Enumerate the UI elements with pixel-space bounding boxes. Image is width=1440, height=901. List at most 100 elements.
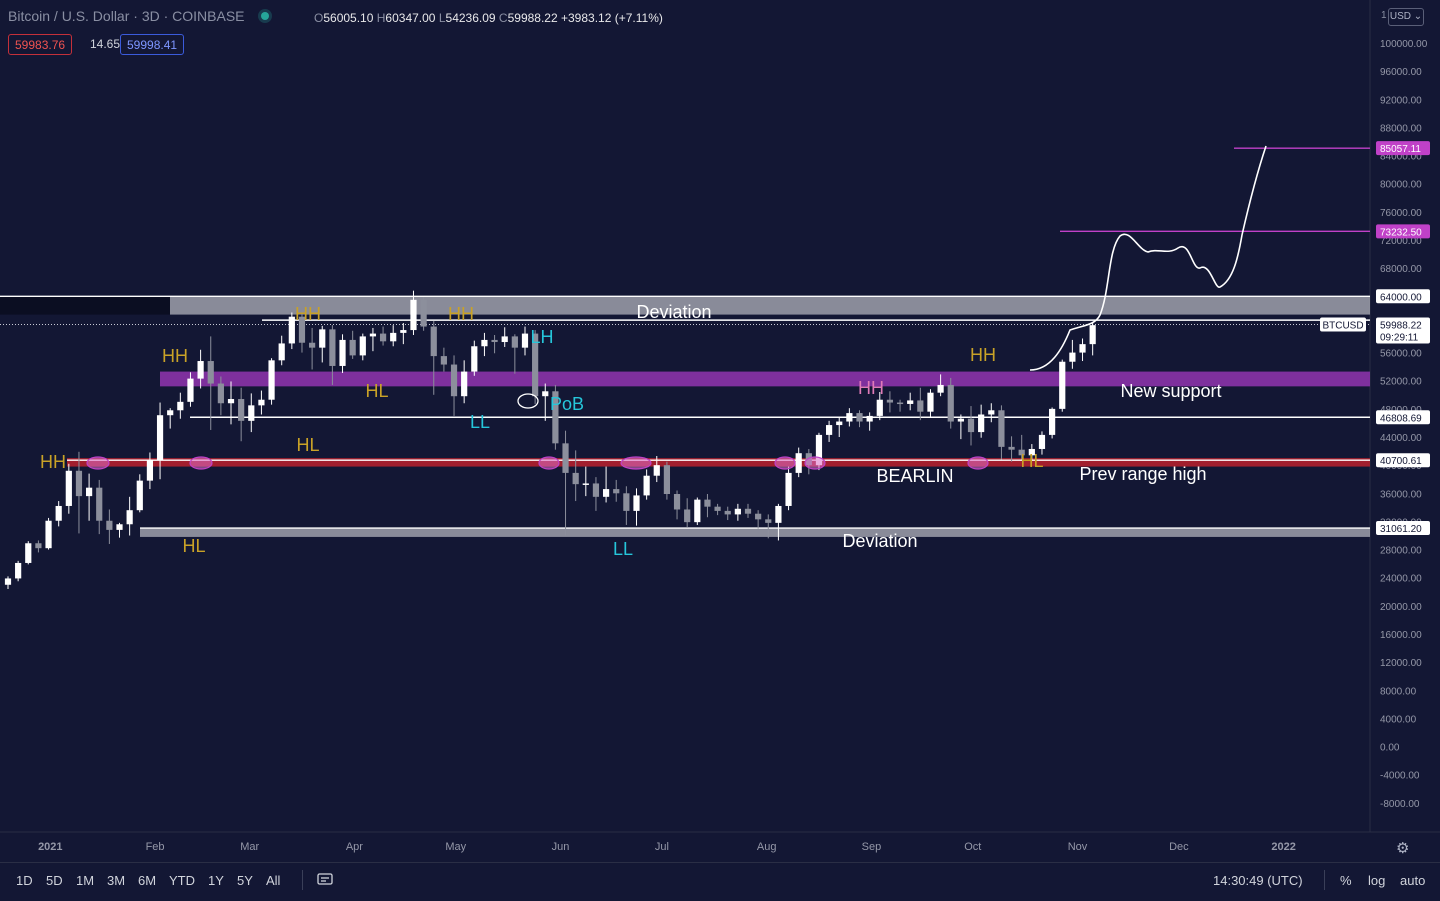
- currency-select[interactable]: USD ⌄: [1388, 8, 1424, 26]
- candle-body: [359, 336, 366, 356]
- open-key: O: [314, 11, 324, 25]
- candle-body: [602, 489, 610, 497]
- timeframe-ytd[interactable]: YTD: [169, 873, 195, 888]
- candle-body: [1018, 449, 1025, 456]
- candle-body: [775, 505, 782, 523]
- candle-body: [329, 329, 336, 366]
- y-tick-label: 92000.00: [1380, 95, 1422, 106]
- percent-toggle[interactable]: %: [1340, 873, 1352, 888]
- symbol-title[interactable]: Bitcoin / U.S. Dollar · 3D · COINBASE: [8, 8, 279, 24]
- countdown-tag: 09:29:11: [1380, 333, 1419, 344]
- level-price-tag: 46808.69: [1380, 413, 1422, 424]
- candle-body: [471, 346, 478, 372]
- timeframe-1y[interactable]: 1Y: [208, 873, 224, 888]
- y-tick-label: 44000.00: [1380, 433, 1422, 444]
- timeframe-1m[interactable]: 1M: [76, 873, 95, 888]
- y-tick-label: 8000.00: [1380, 686, 1417, 697]
- candle-body: [673, 494, 681, 510]
- candle-body: [876, 399, 883, 416]
- candle-body: [1059, 361, 1066, 409]
- x-tick-label: Jul: [655, 841, 669, 853]
- candle-body: [998, 410, 1005, 447]
- candle-body: [248, 405, 255, 421]
- candle-body: [562, 443, 569, 473]
- chevron-down-icon: ⌄: [1413, 11, 1423, 22]
- candle-body: [927, 392, 934, 412]
- x-tick-label: Mar: [240, 841, 259, 853]
- level-price-tag: 64000.00: [1380, 292, 1422, 303]
- candle-body: [461, 371, 468, 397]
- annotation-label: HH: [295, 304, 321, 324]
- candle-body: [572, 472, 579, 485]
- sell-button[interactable]: 59983.76: [8, 34, 73, 55]
- candle-body: [714, 506, 721, 511]
- annotation-label: LL: [613, 539, 633, 559]
- candle-body: [1089, 325, 1096, 345]
- candle-body: [694, 499, 701, 523]
- candle-body: [55, 505, 62, 521]
- candle-body: [278, 343, 285, 361]
- candle-body: [400, 330, 407, 333]
- x-tick-label: Sep: [862, 841, 882, 853]
- candle-body: [65, 470, 72, 506]
- y-tick-label: 84000.00: [1380, 152, 1422, 163]
- candle-body: [177, 401, 184, 411]
- candle-body: [146, 459, 154, 481]
- level-price-tag-bg: [1376, 453, 1430, 468]
- candle-body: [420, 299, 427, 327]
- timeframe-3m[interactable]: 3M: [107, 873, 126, 888]
- x-tick-label: Dec: [1169, 841, 1189, 853]
- timeframe-5d[interactable]: 5D: [46, 873, 63, 888]
- candle-body: [288, 316, 295, 344]
- timeframe-6m[interactable]: 6M: [138, 873, 157, 888]
- candle-body: [836, 421, 843, 426]
- candle-body: [967, 418, 975, 433]
- y-tick-label: 20000.00: [1380, 602, 1422, 613]
- market-status-icon: [260, 12, 269, 20]
- buy-button[interactable]: 59998.41: [120, 34, 185, 55]
- toolbar-divider: [302, 870, 303, 890]
- log-toggle[interactable]: log: [1368, 873, 1386, 888]
- annotation-label: HH: [40, 452, 66, 472]
- y-tick-label: -8000.00: [1380, 799, 1420, 810]
- y-tick-label: 96000.00: [1380, 67, 1422, 78]
- y-tick-label: 4000.00: [1380, 714, 1417, 725]
- candle-body: [268, 360, 275, 400]
- candle-body: [25, 543, 32, 563]
- timeframe-5y[interactable]: 5Y: [237, 873, 253, 888]
- candle-body: [126, 510, 133, 525]
- candle-body: [339, 339, 346, 366]
- x-tick-label: Feb: [146, 841, 165, 853]
- candle-body: [846, 413, 853, 422]
- level-price-tag-bg: [1376, 141, 1430, 156]
- clock-readout[interactable]: 14:30:49 (UTC): [1213, 873, 1303, 888]
- ohlc-readout: O56005.10 H60347.00 L54236.09 C59988.22 …: [314, 11, 663, 25]
- auto-toggle[interactable]: auto: [1400, 873, 1426, 888]
- candle-body: [1079, 344, 1086, 353]
- x-tick-label: Oct: [964, 841, 981, 853]
- candle-body: [755, 513, 762, 520]
- candle-body: [957, 418, 964, 422]
- touch-marker: [538, 456, 560, 470]
- candle-body: [521, 333, 529, 348]
- compare-icon[interactable]: [317, 872, 333, 886]
- y-tick-label: 16000.00: [1380, 630, 1422, 641]
- candle-body: [1069, 352, 1076, 362]
- candle-body: [197, 361, 204, 379]
- timeframe-all[interactable]: All: [266, 873, 281, 888]
- timeframe-1d[interactable]: 1D: [16, 873, 33, 888]
- gear-icon[interactable]: ⚙: [1396, 840, 1410, 857]
- candle-body: [825, 425, 833, 435]
- candle-body: [623, 493, 630, 511]
- candle-body: [501, 336, 508, 343]
- y-tick-label: 56000.00: [1380, 349, 1422, 360]
- zone-label: New support: [1120, 381, 1221, 401]
- level-price-tag-bg: [1376, 410, 1430, 425]
- candle-body: [978, 414, 985, 433]
- touch-marker: [620, 456, 652, 470]
- zone-label: Deviation: [842, 531, 917, 551]
- candle-body: [592, 483, 600, 497]
- touch-marker: [86, 456, 110, 470]
